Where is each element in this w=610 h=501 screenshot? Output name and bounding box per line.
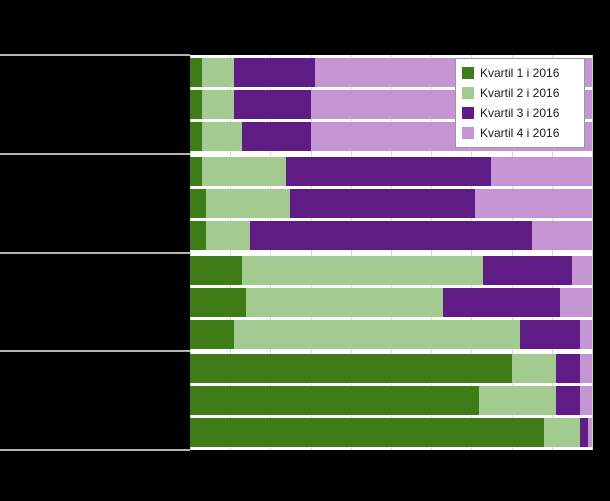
stacked-bar xyxy=(190,188,592,218)
bar-segment xyxy=(190,418,544,448)
legend-item-kvartil-2: Kvartil 2 i 2016 xyxy=(462,83,578,103)
bar-segment xyxy=(202,122,243,151)
bar-segment xyxy=(202,156,287,186)
bar-segment xyxy=(579,386,592,416)
bar-segment xyxy=(206,220,251,250)
bar-segment xyxy=(555,386,580,416)
stacked-bar xyxy=(190,386,592,416)
gridline xyxy=(511,55,513,450)
stacked-bar xyxy=(190,319,592,349)
bar-segment xyxy=(190,90,203,119)
stacked-bar xyxy=(190,418,592,448)
stacked-bar xyxy=(190,255,592,285)
bar-segment xyxy=(206,188,291,218)
bar-group xyxy=(190,351,592,450)
legend-label: Kvartil 2 i 2016 xyxy=(480,86,560,100)
bar-segment xyxy=(234,319,520,349)
gridline xyxy=(190,55,191,450)
legend-label: Kvartil 4 i 2016 xyxy=(480,126,560,140)
group-separator-line xyxy=(0,350,190,352)
bar-segment xyxy=(190,255,243,285)
bar-segment xyxy=(190,58,203,87)
bar-segment xyxy=(286,156,492,186)
bar-segment xyxy=(234,58,315,87)
stacked-bar xyxy=(190,354,592,384)
legend: Kvartil 1 i 2016 Kvartil 2 i 2016 Kvarti… xyxy=(455,58,585,148)
legend-item-kvartil-4: Kvartil 4 i 2016 xyxy=(462,123,578,143)
bar-segment xyxy=(519,319,580,349)
bar-segment xyxy=(511,354,556,384)
bar-segment xyxy=(290,188,476,218)
bar-group xyxy=(190,154,592,253)
bar-group xyxy=(190,253,592,352)
gridline xyxy=(391,55,392,450)
gridline xyxy=(270,55,272,450)
gridline xyxy=(551,55,553,450)
stacked-bar xyxy=(190,220,592,250)
bar-segment xyxy=(531,220,592,250)
stacked-bar xyxy=(190,287,592,317)
legend-swatch-kvartil-4-icon xyxy=(462,127,474,139)
bar-segment xyxy=(190,188,207,218)
stacked-bar xyxy=(190,156,592,186)
bar-segment xyxy=(543,418,580,448)
legend-item-kvartil-1: Kvartil 1 i 2016 xyxy=(462,63,578,83)
legend-label: Kvartil 3 i 2016 xyxy=(480,106,560,120)
gridline xyxy=(592,55,593,450)
bar-segment xyxy=(202,58,235,87)
bar-segment xyxy=(579,418,588,448)
bar-segment xyxy=(246,287,444,317)
bar-segment xyxy=(571,255,592,285)
bar-segment xyxy=(234,90,311,119)
bar-segment xyxy=(190,354,512,384)
bar-segment xyxy=(190,386,480,416)
bar-segment xyxy=(190,220,207,250)
bar-segment xyxy=(483,255,572,285)
legend-swatch-kvartil-3-icon xyxy=(462,107,474,119)
gridline xyxy=(310,55,312,450)
group-separator-line xyxy=(0,252,190,254)
legend-swatch-kvartil-2-icon xyxy=(462,87,474,99)
bar-segment xyxy=(190,122,203,151)
group-separator-line xyxy=(0,153,190,155)
bar-segment xyxy=(579,354,592,384)
bar-segment xyxy=(559,287,592,317)
gridline xyxy=(431,55,433,450)
bar-segment xyxy=(242,122,311,151)
bar-segment xyxy=(250,220,532,250)
gridline xyxy=(230,55,232,450)
bar-segment xyxy=(479,386,556,416)
bar-segment xyxy=(587,418,592,448)
gridline xyxy=(471,55,473,450)
bar-segment xyxy=(202,90,235,119)
bar-segment xyxy=(190,287,247,317)
gridlines xyxy=(190,55,593,450)
bar-segment xyxy=(555,354,580,384)
legend-swatch-kvartil-1-icon xyxy=(462,67,474,79)
bar-segment xyxy=(443,287,560,317)
group-separator-line xyxy=(0,54,190,56)
bar-segment xyxy=(579,319,592,349)
bar-segment xyxy=(242,255,484,285)
bar-segment xyxy=(190,319,235,349)
bar-segment xyxy=(491,156,592,186)
gridline xyxy=(350,55,352,450)
legend-label: Kvartil 1 i 2016 xyxy=(480,66,560,80)
legend-item-kvartil-3: Kvartil 3 i 2016 xyxy=(462,103,578,123)
bar-segment xyxy=(190,156,203,186)
bar-segment xyxy=(475,188,592,218)
group-separator-line xyxy=(0,449,190,451)
